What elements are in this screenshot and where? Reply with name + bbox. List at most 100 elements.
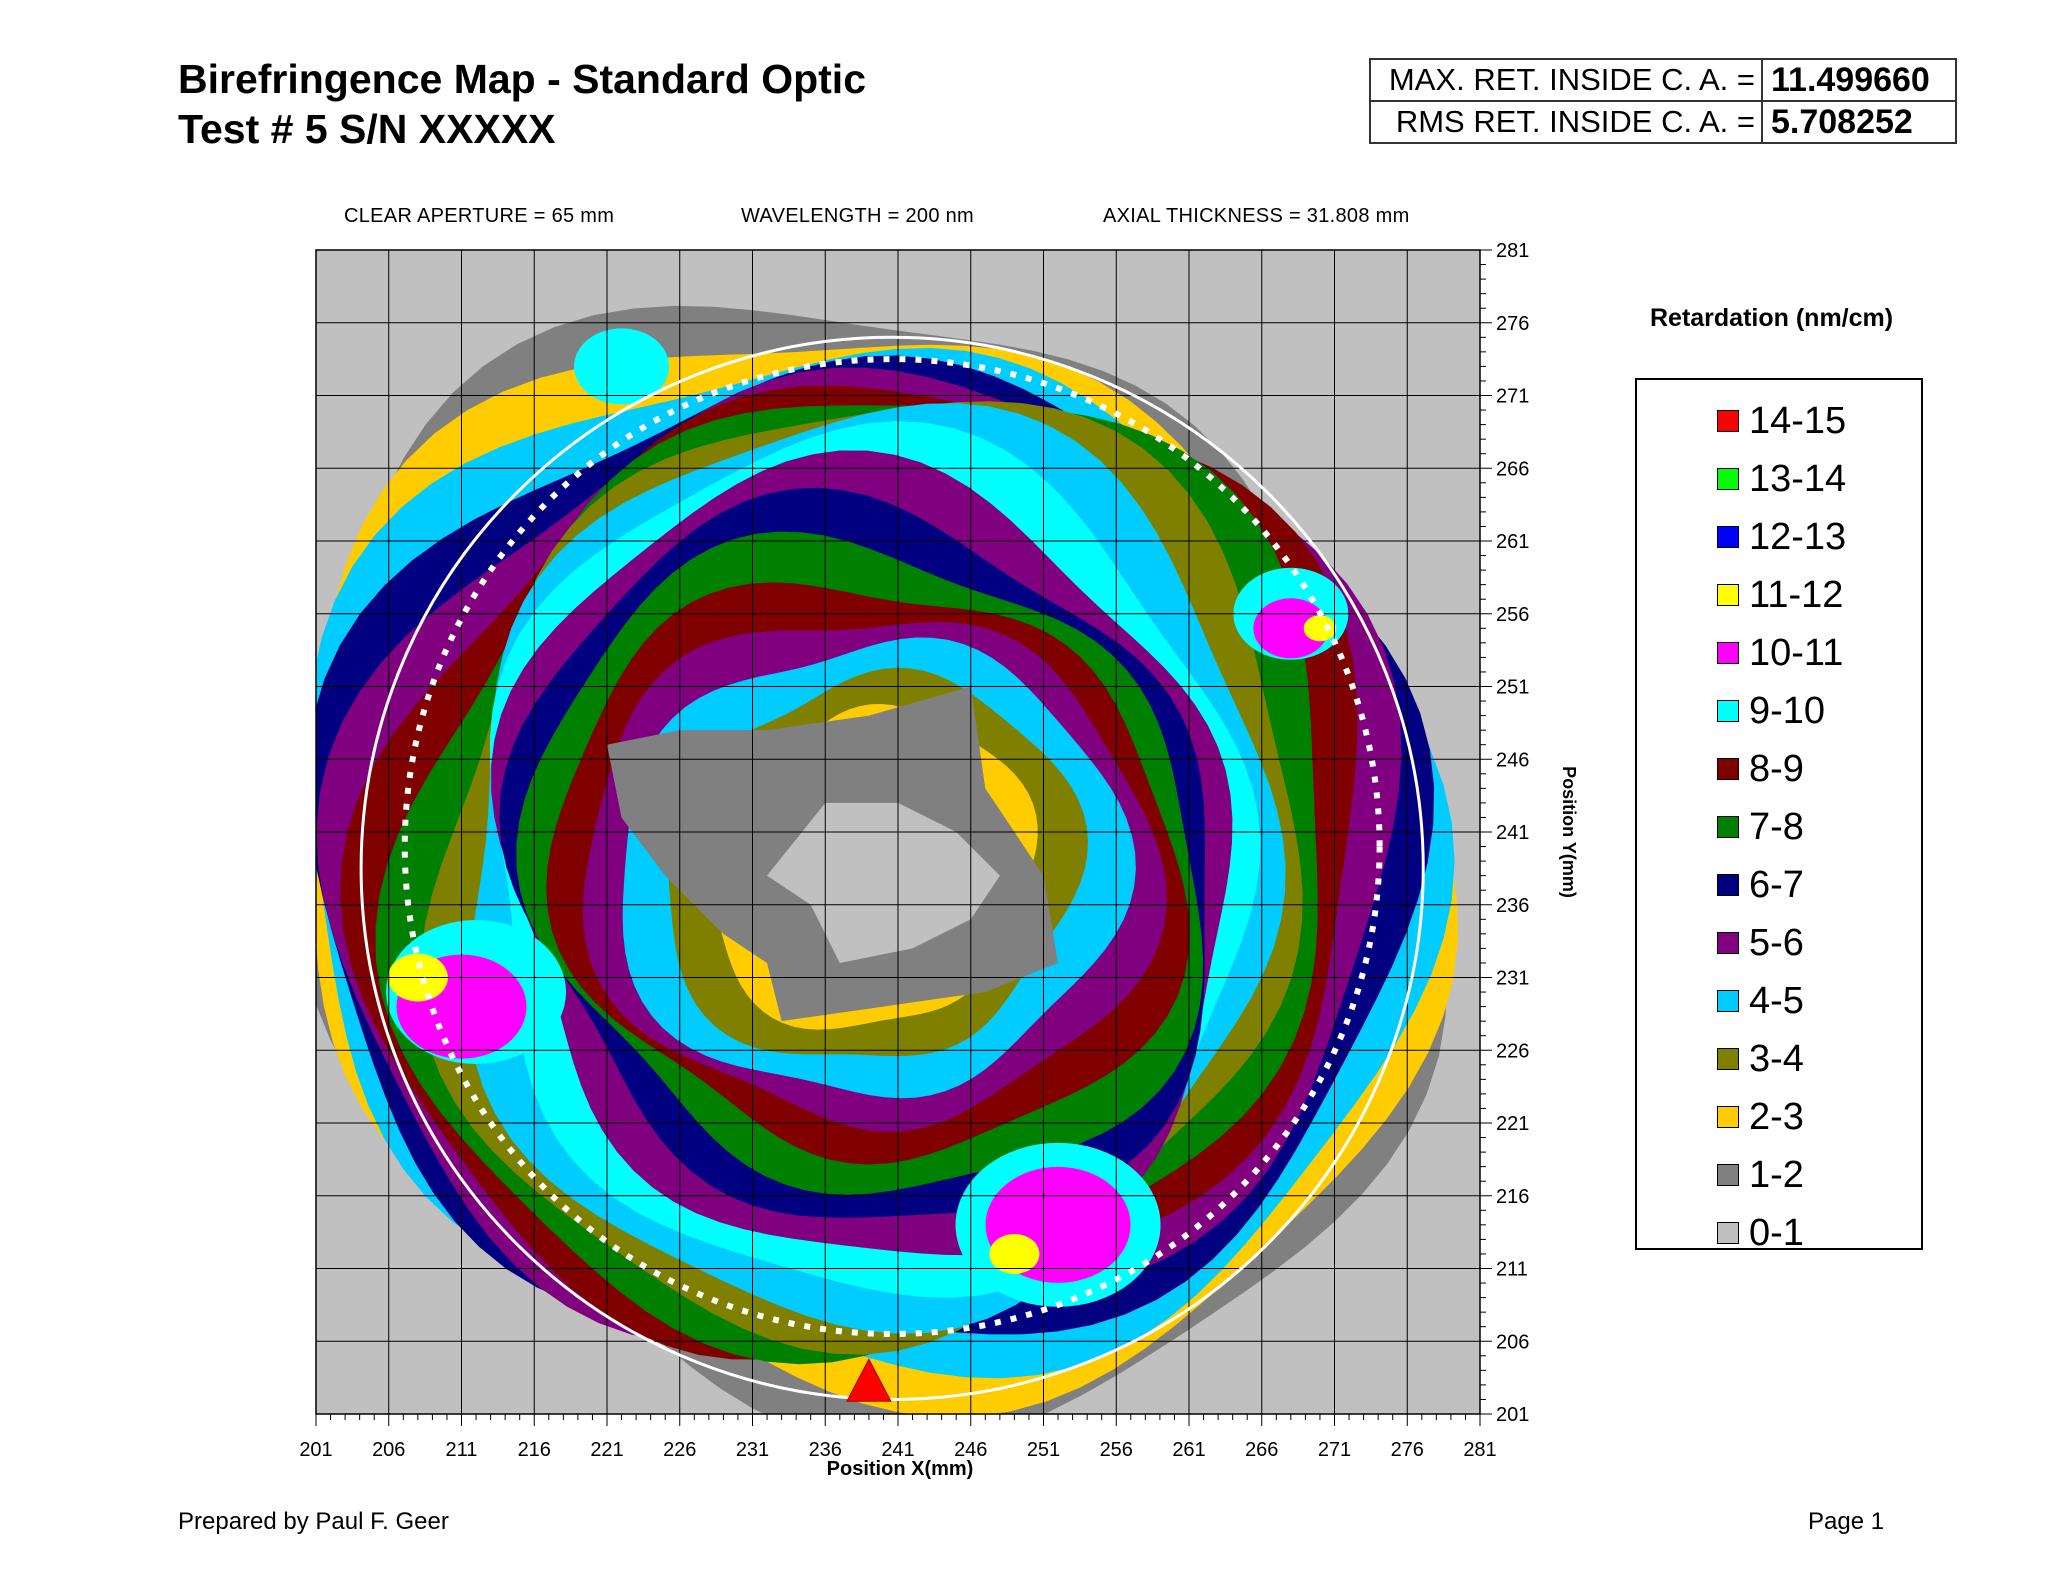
- legend-label: 7-8: [1749, 805, 1804, 848]
- legend-swatch: [1717, 526, 1739, 548]
- measurement-boundary-circle: [401, 356, 1383, 1337]
- x-tick-label: 221: [590, 1439, 623, 1461]
- legend: 14-15 13-14 12-13 11-12 10-11 9-10 8-9 7-8 6-7 5-…: [1635, 378, 1923, 1254]
- x-tick-label: 211: [446, 1439, 478, 1461]
- contour-bands: [316, 305, 1458, 1414]
- x-tick-label: 281: [1463, 1439, 1496, 1461]
- legend-swatch: [1717, 990, 1739, 1012]
- legend-item: 7-8: [1637, 798, 1921, 856]
- legend-swatch: [1717, 816, 1739, 838]
- legend-item: 13-14: [1637, 450, 1921, 508]
- y-tick-label: 226: [1496, 1040, 1529, 1062]
- legend-item: 9-10: [1637, 682, 1921, 740]
- stats-rms-label: RMS RET. INSIDE C. A. =: [1369, 100, 1763, 144]
- legend-swatch: [1717, 758, 1739, 780]
- legend-label: 12-13: [1749, 515, 1847, 558]
- legend-label: 13-14: [1749, 457, 1847, 500]
- wavelength-label: WAVELENGTH = 200 nm: [741, 205, 974, 227]
- legend-label: 9-10: [1749, 689, 1826, 732]
- legend-item: 11-12: [1637, 566, 1921, 624]
- x-tick-label: 226: [663, 1439, 696, 1461]
- x-tick-label: 266: [1245, 1439, 1278, 1461]
- y-tick-label: 256: [1496, 604, 1529, 626]
- y-tick-label: 266: [1496, 458, 1529, 480]
- legend-item: 14-15: [1637, 392, 1921, 450]
- page-subtitle: Test # 5 S/N XXXXX: [178, 106, 556, 152]
- legend-label: 10-11: [1749, 631, 1844, 674]
- stats-max-label: MAX. RET. INSIDE C. A. =: [1369, 58, 1763, 102]
- orientation-marker: [846, 1358, 892, 1402]
- y-tick-label: 251: [1496, 677, 1529, 699]
- x-tick-label: 216: [518, 1439, 551, 1461]
- y-tick-label: 281: [1496, 240, 1529, 262]
- y-tick-label: 206: [1496, 1331, 1529, 1353]
- legend-swatch: [1717, 1106, 1739, 1128]
- legend-label: 4-5: [1749, 979, 1804, 1022]
- x-tick-label: 256: [1100, 1439, 1133, 1461]
- y-tick-label: 201: [1496, 1404, 1529, 1426]
- legend-item: 3-4: [1637, 1030, 1921, 1088]
- legend-label: 0-1: [1749, 1211, 1804, 1254]
- page-number: Page 1: [1808, 1508, 1885, 1535]
- legend-label: 2-3: [1749, 1095, 1804, 1138]
- stats-row-max: MAX. RET. INSIDE C. A. = 11.499660: [1369, 58, 1957, 102]
- hotspot-9-10: [574, 328, 670, 405]
- x-axis-title: Position X(mm): [827, 1458, 974, 1480]
- legend-label: 1-2: [1749, 1153, 1804, 1196]
- prepared-by: Prepared by Paul F. Geer: [178, 1508, 449, 1535]
- legend-item: 12-13: [1637, 508, 1921, 566]
- legend-item: 2-3: [1637, 1088, 1921, 1146]
- legend-item: 4-5: [1637, 972, 1921, 1030]
- legend-swatch: [1717, 584, 1739, 606]
- stats-max-value: 11.499660: [1761, 58, 1957, 102]
- y-tick-label: 216: [1496, 1186, 1529, 1208]
- legend-swatch: [1717, 1164, 1739, 1186]
- legend-title: Retardation (nm/cm): [1650, 304, 1894, 332]
- legend-swatch: [1717, 1048, 1739, 1070]
- stats-rms-value: 5.708252: [1761, 100, 1957, 144]
- legend-swatch: [1717, 1222, 1739, 1244]
- legend-label: 8-9: [1749, 747, 1804, 790]
- legend-item: 5-6: [1637, 914, 1921, 972]
- clear-aperture-circle: [359, 335, 1425, 1401]
- legend-label: 14-15: [1749, 399, 1847, 442]
- legend-label: 5-6: [1749, 921, 1804, 964]
- y-tick-label: 276: [1496, 313, 1529, 335]
- x-tick-label: 206: [372, 1439, 405, 1461]
- y-tick-label: 241: [1496, 822, 1529, 844]
- x-tick-label: 246: [954, 1439, 987, 1461]
- clear-aperture-label: CLEAR APERTURE = 65 mm: [344, 205, 615, 227]
- legend-swatch: [1717, 874, 1739, 896]
- hotspot-11-12: [1303, 615, 1337, 642]
- y-tick-label: 231: [1496, 968, 1529, 990]
- x-tick-label: 241: [881, 1439, 914, 1461]
- y-tick-label: 261: [1496, 531, 1529, 553]
- y-tick-label: 221: [1496, 1113, 1529, 1135]
- y-tick-label: 211: [1496, 1259, 1528, 1281]
- y-tick-label: 246: [1496, 749, 1529, 771]
- legend-item: 10-11: [1637, 624, 1921, 682]
- legend-item: 6-7: [1637, 856, 1921, 914]
- y-axis-title: Position Y(mm): [1559, 766, 1579, 898]
- legend-item: 8-9: [1637, 740, 1921, 798]
- y-tick-label: 236: [1496, 895, 1529, 917]
- legend-swatch: [1717, 932, 1739, 954]
- x-tick-label: 261: [1172, 1439, 1205, 1461]
- legend-swatch: [1717, 468, 1739, 490]
- legend-label: 3-4: [1749, 1037, 1804, 1080]
- legend-label: 11-12: [1749, 573, 1844, 616]
- legend-item: 1-2: [1637, 1146, 1921, 1204]
- legend-label: 6-7: [1749, 863, 1804, 906]
- hotspot-11-12: [989, 1233, 1040, 1274]
- x-tick-label: 236: [809, 1439, 842, 1461]
- x-tick-label: 276: [1391, 1439, 1424, 1461]
- x-tick-label: 251: [1027, 1439, 1060, 1461]
- legend-swatch: [1717, 410, 1739, 432]
- axis-ticks: 201 206 211 216 221 226 231 236 241 246 251 256 261 2…: [299, 240, 1529, 1461]
- x-tick-label: 271: [1318, 1439, 1351, 1461]
- aperture-circles: [359, 335, 1425, 1402]
- legend-item: 0-1: [1637, 1204, 1921, 1262]
- legend-swatch: [1717, 700, 1739, 722]
- x-tick-label: 231: [736, 1439, 769, 1461]
- y-tick-label: 271: [1496, 386, 1529, 408]
